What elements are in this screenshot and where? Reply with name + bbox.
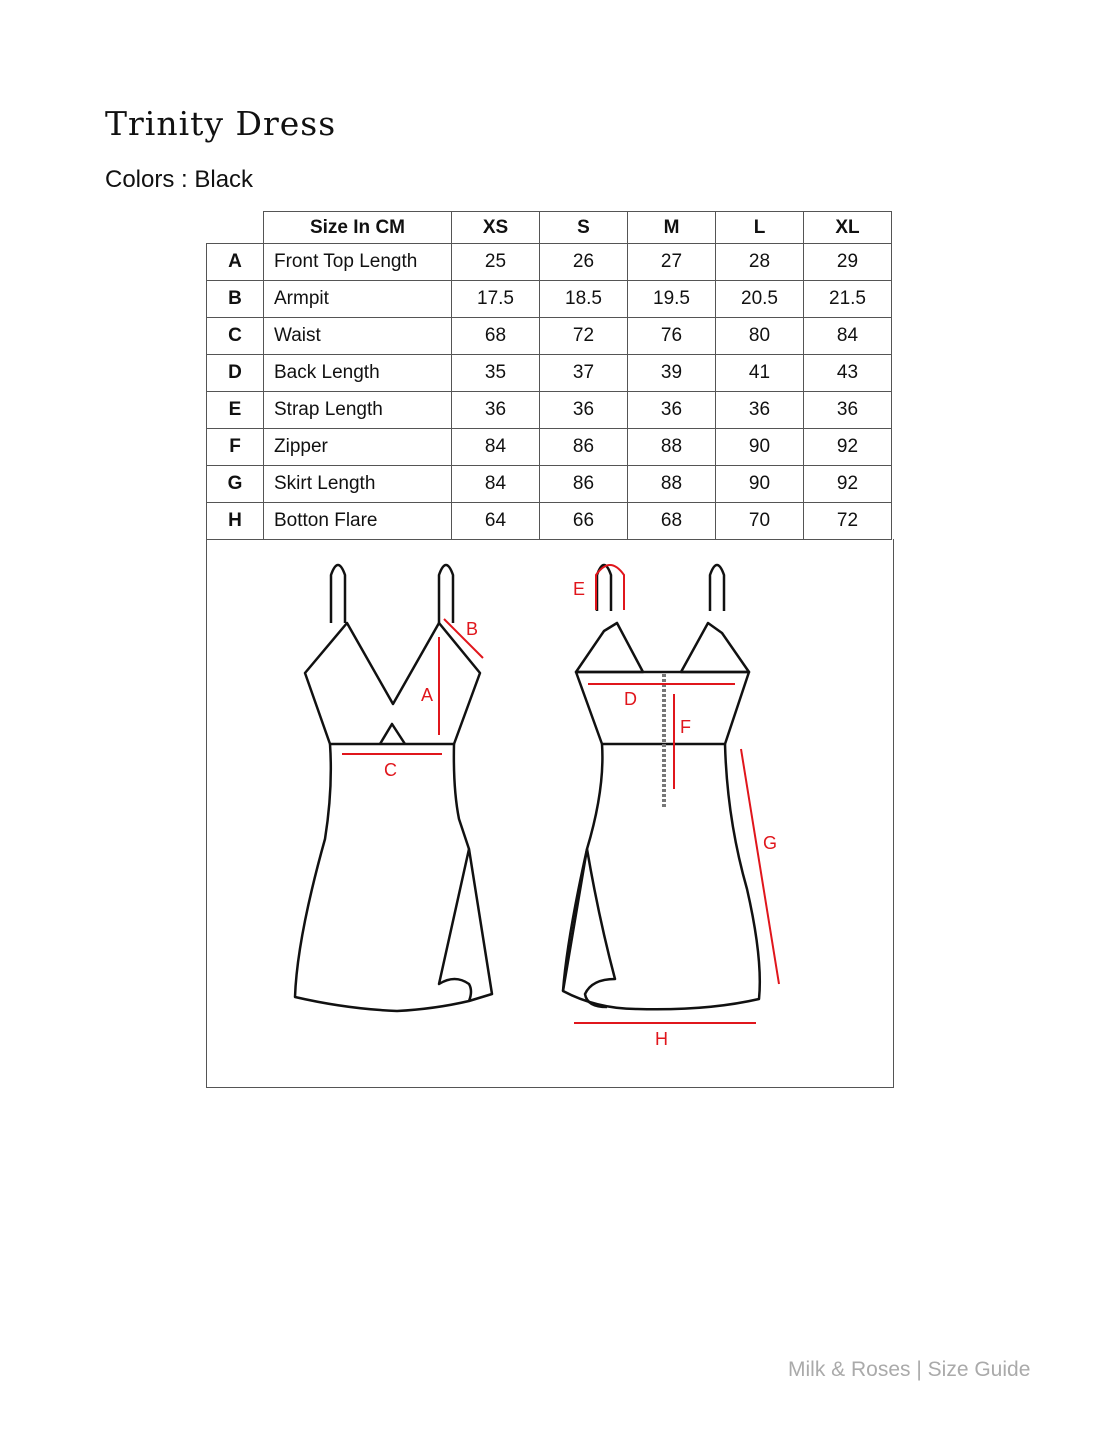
header-m: M	[627, 211, 716, 244]
table-row: D Back Length 35 37 39 41 43	[206, 354, 892, 392]
header-xl: XL	[803, 211, 892, 244]
row-value: 90	[715, 465, 804, 503]
row-value: 26	[539, 243, 628, 281]
row-measurement: Skirt Length	[263, 465, 452, 503]
label-b: B	[466, 619, 478, 639]
row-value: 36	[627, 391, 716, 429]
row-letter: C	[206, 317, 264, 355]
row-value: 64	[451, 502, 540, 540]
row-measurement: Strap Length	[263, 391, 452, 429]
row-value: 92	[803, 465, 892, 503]
row-letter: E	[206, 391, 264, 429]
row-value: 19.5	[627, 280, 716, 318]
row-value: 86	[539, 465, 628, 503]
dress-sketch: A B C D E F G H	[293, 563, 780, 1049]
row-value: 36	[539, 391, 628, 429]
row-value: 88	[627, 465, 716, 503]
row-value: 84	[451, 465, 540, 503]
row-value: 35	[451, 354, 540, 392]
page-title: Trinity Dress	[105, 104, 337, 143]
table-row: B Armpit 17.5 18.5 19.5 20.5 21.5	[206, 280, 892, 318]
row-value: 90	[715, 428, 804, 466]
row-value: 43	[803, 354, 892, 392]
row-measurement: Back Length	[263, 354, 452, 392]
row-value: 86	[539, 428, 628, 466]
row-value: 72	[803, 502, 892, 540]
row-value: 29	[803, 243, 892, 281]
row-letter: H	[206, 502, 264, 540]
header-l: L	[715, 211, 804, 244]
table-row: H Botton Flare 64 66 68 70 72	[206, 502, 892, 540]
label-g: G	[763, 833, 777, 853]
size-table: Size In CM XS S M L XL A Front Top Length…	[206, 211, 892, 540]
row-value: 37	[539, 354, 628, 392]
table-row: E Strap Length 36 36 36 36 36	[206, 391, 892, 429]
header-xs: XS	[451, 211, 540, 244]
row-value: 21.5	[803, 280, 892, 318]
front-view	[293, 563, 494, 1013]
row-value: 88	[627, 428, 716, 466]
table-row: A Front Top Length 25 26 27 28 29	[206, 243, 892, 281]
row-measurement: Armpit	[263, 280, 452, 318]
row-value: 80	[715, 317, 804, 355]
row-value: 28	[715, 243, 804, 281]
row-value: 92	[803, 428, 892, 466]
label-d: D	[624, 689, 637, 709]
table-header-row: Size In CM XS S M L XL	[206, 211, 892, 244]
row-measurement: Zipper	[263, 428, 452, 466]
row-value: 25	[451, 243, 540, 281]
measure-lines	[342, 564, 780, 1024]
row-value: 39	[627, 354, 716, 392]
row-letter: B	[206, 280, 264, 318]
label-f: F	[680, 717, 691, 737]
header-size: Size In CM	[263, 211, 452, 244]
row-value: 66	[539, 502, 628, 540]
header-s: S	[539, 211, 628, 244]
row-value: 17.5	[451, 280, 540, 318]
row-value: 84	[803, 317, 892, 355]
row-value: 41	[715, 354, 804, 392]
row-value: 70	[715, 502, 804, 540]
measure-labels: A B C D E F G H	[384, 579, 777, 1049]
row-letter: G	[206, 465, 264, 503]
table-row: F Zipper 84 86 88 90 92	[206, 428, 892, 466]
row-value: 68	[451, 317, 540, 355]
label-h: H	[655, 1029, 668, 1049]
blank-header	[206, 211, 264, 244]
row-measurement: Waist	[263, 317, 452, 355]
row-value: 84	[451, 428, 540, 466]
row-letter: F	[206, 428, 264, 466]
row-measurement: Front Top Length	[263, 243, 452, 281]
back-view	[561, 563, 762, 1011]
row-value: 36	[803, 391, 892, 429]
colors-label: Colors : Black	[105, 166, 254, 193]
row-value: 27	[627, 243, 716, 281]
row-value: 36	[715, 391, 804, 429]
label-e: E	[573, 579, 585, 599]
label-c: C	[384, 760, 397, 780]
table-row: C Waist 68 72 76 80 84	[206, 317, 892, 355]
row-measurement: Botton Flare	[263, 502, 452, 540]
label-a: A	[421, 685, 433, 705]
row-value: 72	[539, 317, 628, 355]
row-letter: D	[206, 354, 264, 392]
footer-brand: Milk & Roses | Size Guide	[788, 1358, 1031, 1381]
row-value: 18.5	[539, 280, 628, 318]
row-value: 68	[627, 502, 716, 540]
dress-diagram: A B C D E F G H	[206, 539, 894, 1088]
row-letter: A	[206, 243, 264, 281]
table-row: G Skirt Length 84 86 88 90 92	[206, 465, 892, 503]
row-value: 36	[451, 391, 540, 429]
row-value: 76	[627, 317, 716, 355]
row-value: 20.5	[715, 280, 804, 318]
